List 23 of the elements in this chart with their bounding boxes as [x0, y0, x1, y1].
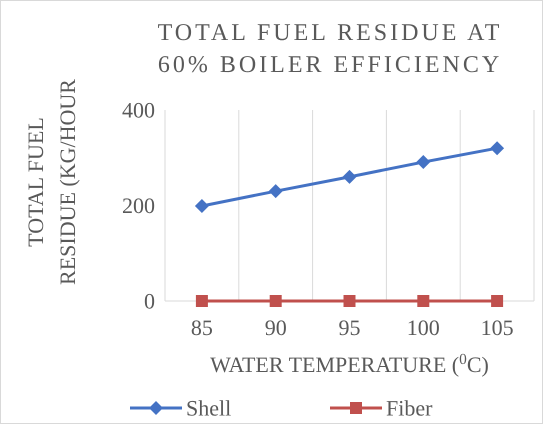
- point: [196, 295, 208, 307]
- x-tick-label: 90: [264, 315, 287, 340]
- x-tick-label: 85: [190, 315, 213, 340]
- point: [417, 295, 430, 307]
- point: [342, 170, 356, 184]
- point: [268, 184, 283, 198]
- point: [490, 141, 504, 156]
- point: [416, 155, 430, 170]
- point: [344, 295, 356, 307]
- legend-label: Shell: [186, 396, 232, 421]
- point: [270, 295, 282, 307]
- legend-label: Fiber: [386, 396, 434, 421]
- x-tick-label: 105: [480, 315, 514, 340]
- y-tick-label: 200: [122, 193, 155, 218]
- point: [491, 295, 504, 307]
- x-tick-label: 100: [406, 315, 440, 340]
- x-tick-label: 95: [338, 315, 360, 340]
- y-tick-label: 400: [122, 98, 155, 123]
- x-axis-title: WATER TEMPERATURE ($^{0}$C): [210, 350, 489, 377]
- y-axis-title: TOTAL FUEL RESIDUE (KG/HOUR: [23, 78, 80, 285]
- point: [194, 198, 209, 213]
- y-tick-label: 0: [144, 288, 155, 314]
- chart-title: TOTAL FUEL RESIDUE AT 60% BOILER EFFICIENCY: [158, 20, 502, 78]
